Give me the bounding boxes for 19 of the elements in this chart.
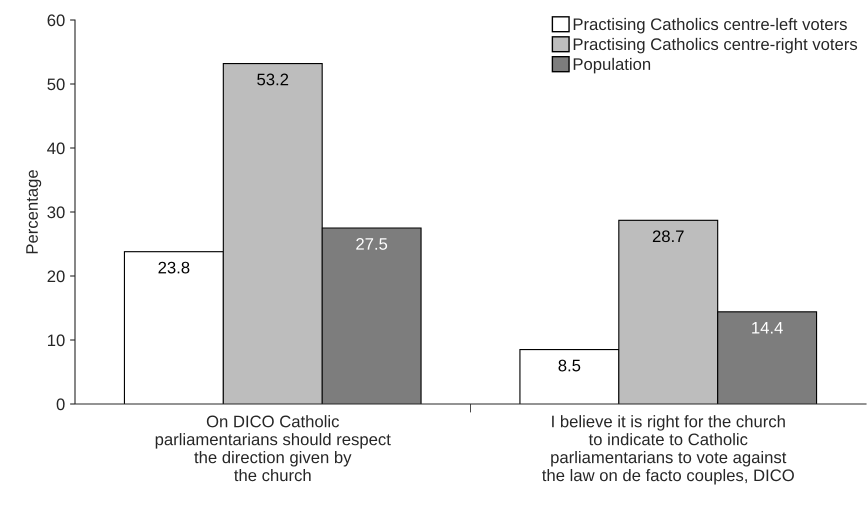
data-label: 28.7 — [652, 230, 684, 242]
x-tick-label: On DICO Catholic parliamentarians should respect the direction given by the church — [156, 415, 391, 482]
data-label: 27.5 — [356, 238, 388, 250]
data-label: 23.8 — [158, 262, 190, 274]
legend-label: Practising Catholics centre-left voters — [574, 18, 847, 34]
data-label: 14.4 — [752, 322, 783, 334]
y-tick-label: 60 — [48, 14, 65, 26]
data-label: 53.2 — [257, 74, 288, 86]
y-tick-label: 30 — [47, 206, 65, 218]
y-axis-title: Percentage — [26, 170, 42, 254]
legend-label: Practising Catholics centre-right voters — [574, 38, 858, 54]
y-tick-label: 40 — [47, 142, 65, 154]
data-label: 8.5 — [558, 360, 580, 372]
x-tick-label: I believe it is right for the church to indicate to Catholic parliamentarians to vote against the law on de facto couples, DICO — [542, 415, 794, 485]
y-tick-label: 0 — [56, 398, 65, 410]
y-tick-label: 20 — [48, 270, 65, 282]
y-tick-label: 10 — [48, 334, 65, 346]
legend-label: Population — [574, 58, 650, 74]
y-tick-label: 50 — [47, 78, 65, 90]
